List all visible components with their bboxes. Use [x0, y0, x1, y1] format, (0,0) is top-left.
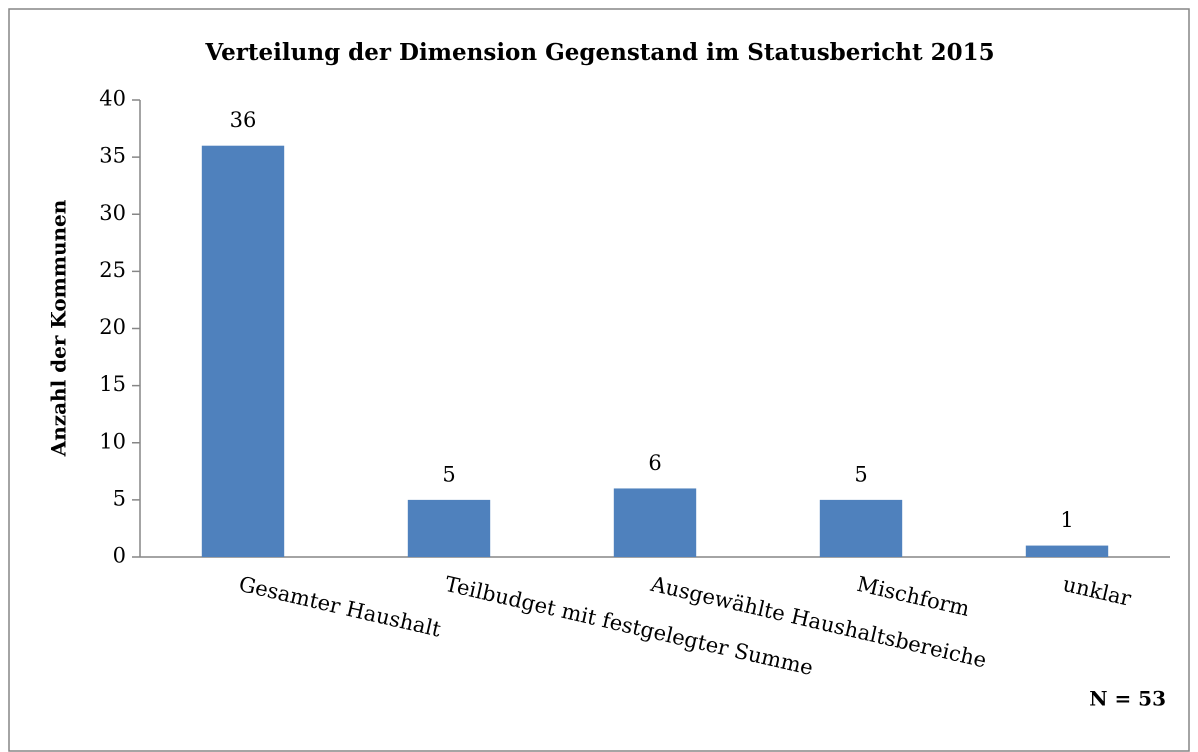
y-tick-label: 5 [113, 486, 126, 510]
y-axis-label: Anzahl der Kommunen [47, 199, 71, 457]
data-label: 1 [1060, 508, 1073, 532]
data-label: 5 [442, 462, 455, 486]
bar [613, 488, 697, 557]
data-label: 36 [230, 108, 257, 132]
y-tick-label: 0 [113, 544, 126, 568]
bar [407, 499, 491, 557]
y-tick-label: 10 [99, 429, 126, 453]
y-tick-label: 15 [99, 372, 126, 396]
data-label: 5 [854, 462, 867, 486]
bar [819, 499, 903, 557]
chart-title: Verteilung der Dimension Gegenstand im S… [204, 39, 994, 66]
bar [201, 145, 285, 557]
y-tick-label: 25 [99, 258, 126, 282]
chart-frame [8, 8, 1190, 752]
bar [1025, 545, 1109, 557]
annotation: N = 53 [1089, 687, 1166, 711]
y-tick-label: 35 [99, 144, 126, 168]
y-tick-label: 30 [99, 201, 126, 225]
data-label: 6 [648, 451, 661, 475]
y-tick-label: 20 [99, 315, 126, 339]
y-tick-label: 40 [99, 87, 126, 111]
